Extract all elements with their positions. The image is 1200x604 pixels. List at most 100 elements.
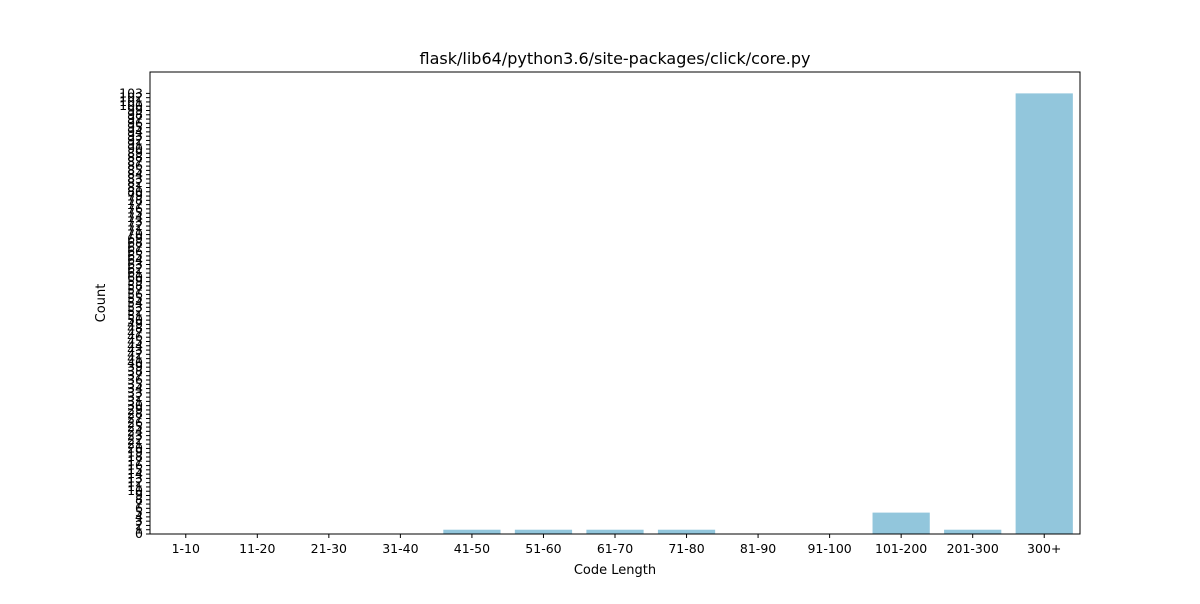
x-tick-label: 1-10 (172, 541, 200, 556)
y-tick-label: 21 (127, 436, 143, 451)
y-tick-label: 0 (135, 526, 143, 541)
y-tick-label: 34 (127, 381, 143, 396)
y-tick-label: 44 (127, 338, 143, 353)
y-tick-label: 57 (127, 282, 143, 297)
y-tick-label: 80 (127, 184, 143, 199)
y-tick-label: 19 (127, 445, 143, 460)
x-tick-label: 51-60 (525, 541, 561, 556)
y-tick-label: 30 (127, 398, 143, 413)
y-tick-label: 60 (127, 269, 143, 284)
y-tick-label: 88 (127, 150, 143, 165)
y-tick-label: 16 (127, 458, 143, 473)
y-tick-label: 33 (127, 385, 143, 400)
y-tick-label: 89 (127, 145, 143, 160)
bar-61-70 (586, 529, 644, 534)
y-tick-label: 102 (119, 90, 143, 105)
y-tick-label: 3 (135, 513, 143, 528)
y-axis-ticks: 0123456789101112131415161718192021222324… (119, 85, 150, 541)
y-tick-label: 76 (127, 201, 143, 216)
y-tick-label: 96 (127, 115, 143, 130)
y-tick-label: 18 (127, 449, 143, 464)
y-tick-label: 70 (127, 227, 143, 242)
bar-101-200 (872, 512, 930, 534)
y-tick-label: 23 (127, 428, 143, 443)
y-tick-label: 48 (127, 321, 143, 336)
x-tick-label: 201-300 (947, 541, 999, 556)
y-tick-label: 81 (127, 180, 143, 195)
y-tick-label: 31 (127, 393, 143, 408)
y-tick-label: 56 (127, 286, 143, 301)
y-tick-label: 49 (127, 316, 143, 331)
y-tick-label: 61 (127, 265, 143, 280)
y-tick-label: 82 (127, 175, 143, 190)
y-tick-label: 71 (127, 222, 143, 237)
x-tick-label: 71-80 (668, 541, 704, 556)
y-tick-label: 59 (127, 274, 143, 289)
y-tick-label: 65 (127, 248, 143, 263)
x-tick-label: 31-40 (382, 541, 418, 556)
y-tick-label: 54 (127, 295, 143, 310)
y-tick-label: 99 (127, 103, 143, 118)
y-axis-label: Count (94, 284, 109, 323)
y-tick-label: 8 (135, 492, 143, 507)
y-tick-label: 55 (127, 291, 143, 306)
y-tick-label: 74 (127, 209, 143, 224)
y-tick-label: 38 (127, 363, 143, 378)
y-tick-label: 20 (127, 440, 143, 455)
x-tick-label: 101-200 (875, 541, 927, 556)
y-tick-label: 83 (127, 171, 143, 186)
y-tick-label: 93 (127, 128, 143, 143)
bar-41-50 (443, 529, 501, 534)
y-tick-label: 9 (135, 488, 143, 503)
y-tick-label: 95 (127, 120, 143, 135)
y-tick-label: 98 (127, 107, 143, 122)
y-tick-label: 64 (127, 252, 143, 267)
bar-201-300 (944, 529, 1002, 534)
y-tick-label: 68 (127, 235, 143, 250)
y-tick-label: 62 (127, 261, 143, 276)
y-tick-label: 47 (127, 325, 143, 340)
y-tick-label: 27 (127, 411, 143, 426)
y-tick-label: 90 (127, 141, 143, 156)
y-tick-label: 53 (127, 299, 143, 314)
y-tick-label: 79 (127, 188, 143, 203)
y-tick-label: 85 (127, 162, 143, 177)
y-tick-label: 50 (127, 312, 143, 327)
x-tick-label: 21-30 (311, 541, 347, 556)
chart-title: flask/lib64/python3.6/site-packages/clic… (420, 49, 811, 68)
y-tick-label: 7 (135, 496, 143, 511)
plot-frame (149, 71, 1081, 535)
y-tick-label: 72 (127, 218, 143, 233)
x-axis-ticks: 1-10 11-20 21-30 31-40 41-50 51-60 61-70 71-80 8… (172, 534, 1061, 556)
y-tick-label: 67 (127, 239, 143, 254)
y-tick-label: 28 (127, 406, 143, 421)
y-tick-label: 14 (127, 466, 143, 481)
y-tick-label: 40 (127, 355, 143, 370)
y-tick-label: 15 (127, 462, 143, 477)
y-tick-label: 84 (127, 167, 143, 182)
y-tick-label: 13 (127, 470, 143, 485)
y-tick-label: 6 (135, 500, 143, 515)
y-tick-label: 42 (127, 346, 143, 361)
y-tick-label: 25 (127, 419, 143, 434)
y-tick-label: 101 (119, 94, 143, 109)
x-tick-label: 11-20 (239, 541, 275, 556)
y-tick-label: 11 (127, 479, 143, 494)
y-tick-label: 51 (127, 308, 143, 323)
y-tick-label: 69 (127, 231, 143, 246)
bar-51-60 (514, 529, 573, 534)
y-tick-label: 94 (127, 124, 143, 139)
y-tick-label: 77 (127, 197, 143, 212)
y-tick-label: 58 (127, 278, 143, 293)
y-tick-label: 78 (127, 192, 143, 207)
y-tick-label: 97 (127, 111, 143, 126)
y-tick-label: 46 (127, 329, 143, 344)
x-tick-label: 81-90 (740, 541, 776, 556)
y-tick-label: 39 (127, 359, 143, 374)
y-tick-label: 41 (127, 351, 143, 366)
x-axis-label: Code Length (574, 563, 656, 578)
y-tick-label: 92 (127, 132, 143, 147)
y-tick-label: 2 (135, 517, 143, 532)
